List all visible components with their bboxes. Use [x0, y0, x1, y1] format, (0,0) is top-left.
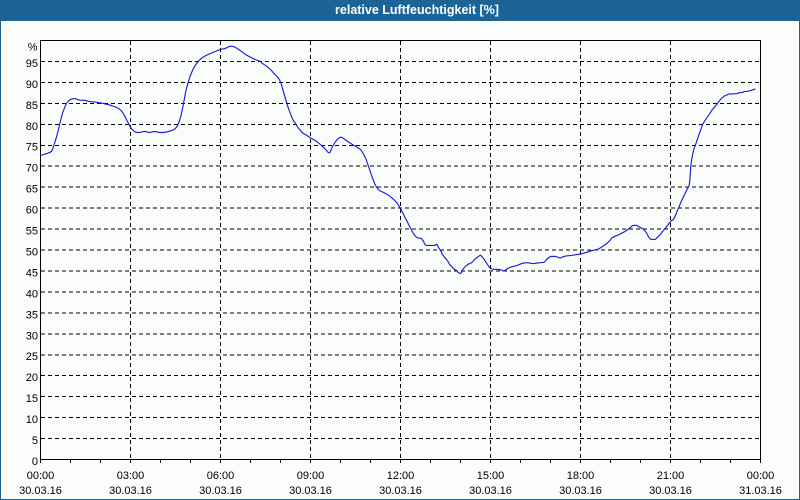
svg-text:90: 90	[26, 79, 38, 91]
svg-text:40: 40	[26, 288, 38, 300]
svg-text:65: 65	[26, 184, 38, 196]
svg-text:30.03.16: 30.03.16	[109, 485, 152, 497]
svg-text:70: 70	[26, 163, 38, 175]
svg-text:18:00: 18:00	[567, 470, 595, 482]
svg-text:31.03.16: 31.03.16	[739, 485, 782, 497]
svg-text:35: 35	[26, 309, 38, 321]
svg-text:30: 30	[26, 330, 38, 342]
svg-text:30.03.16: 30.03.16	[289, 485, 332, 497]
svg-text:30.03.16: 30.03.16	[379, 485, 422, 497]
svg-text:20: 20	[26, 372, 38, 384]
svg-text:15:00: 15:00	[477, 470, 505, 482]
svg-text:03:00: 03:00	[117, 470, 145, 482]
svg-text:5: 5	[32, 435, 38, 447]
svg-text:30.03.16: 30.03.16	[649, 485, 692, 497]
svg-text:85: 85	[26, 100, 38, 112]
svg-text:30.03.16: 30.03.16	[559, 485, 602, 497]
svg-text:45: 45	[26, 267, 38, 279]
svg-text:00:00: 00:00	[747, 470, 775, 482]
svg-text:10: 10	[26, 414, 38, 426]
svg-text:60: 60	[26, 205, 38, 217]
svg-text:%: %	[28, 42, 38, 54]
svg-text:95: 95	[26, 58, 38, 70]
svg-text:09:00: 09:00	[297, 470, 325, 482]
svg-text:0: 0	[32, 456, 38, 468]
svg-text:15: 15	[26, 393, 38, 405]
svg-text:50: 50	[26, 247, 38, 259]
svg-text:06:00: 06:00	[207, 470, 235, 482]
svg-text:30.03.16: 30.03.16	[469, 485, 512, 497]
svg-text:55: 55	[26, 226, 38, 238]
svg-text:12:00: 12:00	[387, 470, 415, 482]
svg-text:21:00: 21:00	[657, 470, 685, 482]
svg-text:75: 75	[26, 142, 38, 154]
svg-text:30.03.16: 30.03.16	[199, 485, 242, 497]
svg-text:30.03.16: 30.03.16	[19, 485, 62, 497]
svg-text:00:00: 00:00	[27, 470, 55, 482]
svg-text:80: 80	[26, 121, 38, 133]
svg-text:25: 25	[26, 351, 38, 363]
